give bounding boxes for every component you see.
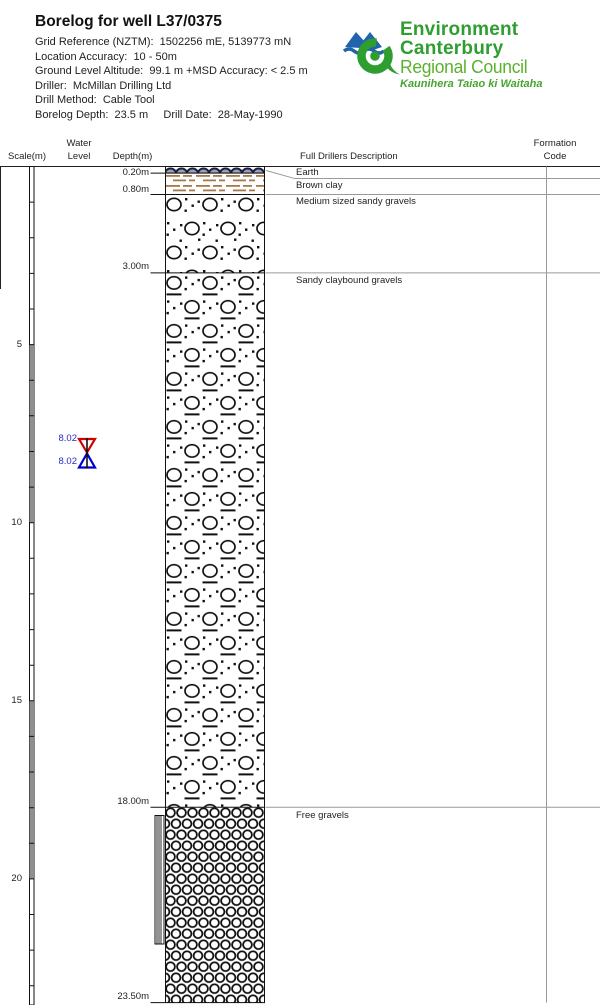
- depth-label: 23.50m: [117, 990, 149, 1002]
- depth-column-header: Depth(m): [112, 151, 153, 162]
- description-column-header: Full Drillers Description: [300, 151, 398, 162]
- scale-column-header: Scale(m): [7, 151, 46, 162]
- water-level-value: 8.02: [58, 455, 78, 467]
- logo-org-line2: Canterbury: [400, 38, 504, 59]
- water-level-value: 8.02: [58, 432, 78, 444]
- info-line-ground-level: Ground Level Altitude: 99.1 m +MSD Accur…: [35, 65, 308, 77]
- scale-tick-label: 10: [11, 516, 22, 528]
- water-level-marker: [77, 437, 97, 469]
- logo-org-line3: Regional Council: [400, 57, 528, 77]
- bore-column: [165, 166, 265, 1004]
- info-line-location-accuracy: Location Accuracy: 10 - 50m: [35, 50, 177, 63]
- depth-label: 18.00m: [117, 796, 149, 807]
- logo-tagline: Kaunihera Taiao ki Waitaha: [400, 77, 543, 90]
- koru-mountains-icon: [343, 32, 400, 75]
- formation-code-column-header-line1: Formation: [533, 137, 577, 149]
- water-level-column-header-line2: Level: [67, 151, 91, 162]
- scale-bar: [29, 166, 35, 1005]
- layer-description: Brown clay: [296, 180, 343, 191]
- layer-description: Medium sized sandy gravels: [296, 196, 416, 207]
- depth-label: 0.20m: [122, 167, 149, 178]
- layer-description: Sandy claybound gravels: [296, 274, 403, 286]
- layer-free-gravels: [165, 807, 265, 1003]
- layer-description: Earth: [296, 166, 319, 178]
- page-title: Borelog for well L37/0375: [35, 13, 222, 30]
- layer-sandy-gravels: [165, 194, 265, 273]
- layer-earth: [165, 166, 265, 174]
- formation-code-column-header-line2: Code: [543, 151, 567, 162]
- layer-boundary-lines: [165, 172, 265, 808]
- layer-claybound-gravels: [165, 272, 265, 808]
- scale-bar-meter-ticks: [29, 201, 34, 987]
- water-level-column-header-line1: Water: [66, 137, 92, 149]
- info-line-depth-date: Borelog Depth: 23.5 m Drill Date: 28-May…: [35, 108, 283, 121]
- layer-description: Free gravels: [296, 809, 349, 821]
- scale-tick-label: 15: [11, 694, 22, 706]
- info-line-grid-reference: Grid Reference (NZTM): 1502256 mE, 51397…: [35, 36, 292, 48]
- boundary-extension-lines: [265, 166, 600, 1003]
- scale-tick-label: 5: [16, 338, 22, 350]
- depth-label: 0.80m: [122, 184, 149, 195]
- info-line-driller: Driller: McMillan Drilling Ltd: [35, 79, 172, 92]
- scale-tick-label: 20: [11, 873, 22, 884]
- logo: [343, 20, 400, 78]
- layer-brown-clay: [165, 173, 265, 195]
- logo-org-line1: Environment: [400, 19, 519, 40]
- depth-label: 3.00m: [122, 261, 149, 272]
- depth-label-ticks: [150, 172, 166, 1004]
- casing-screen-symbol: [154, 815, 165, 945]
- info-line-drill-method: Drill Method: Cable Tool: [35, 94, 155, 106]
